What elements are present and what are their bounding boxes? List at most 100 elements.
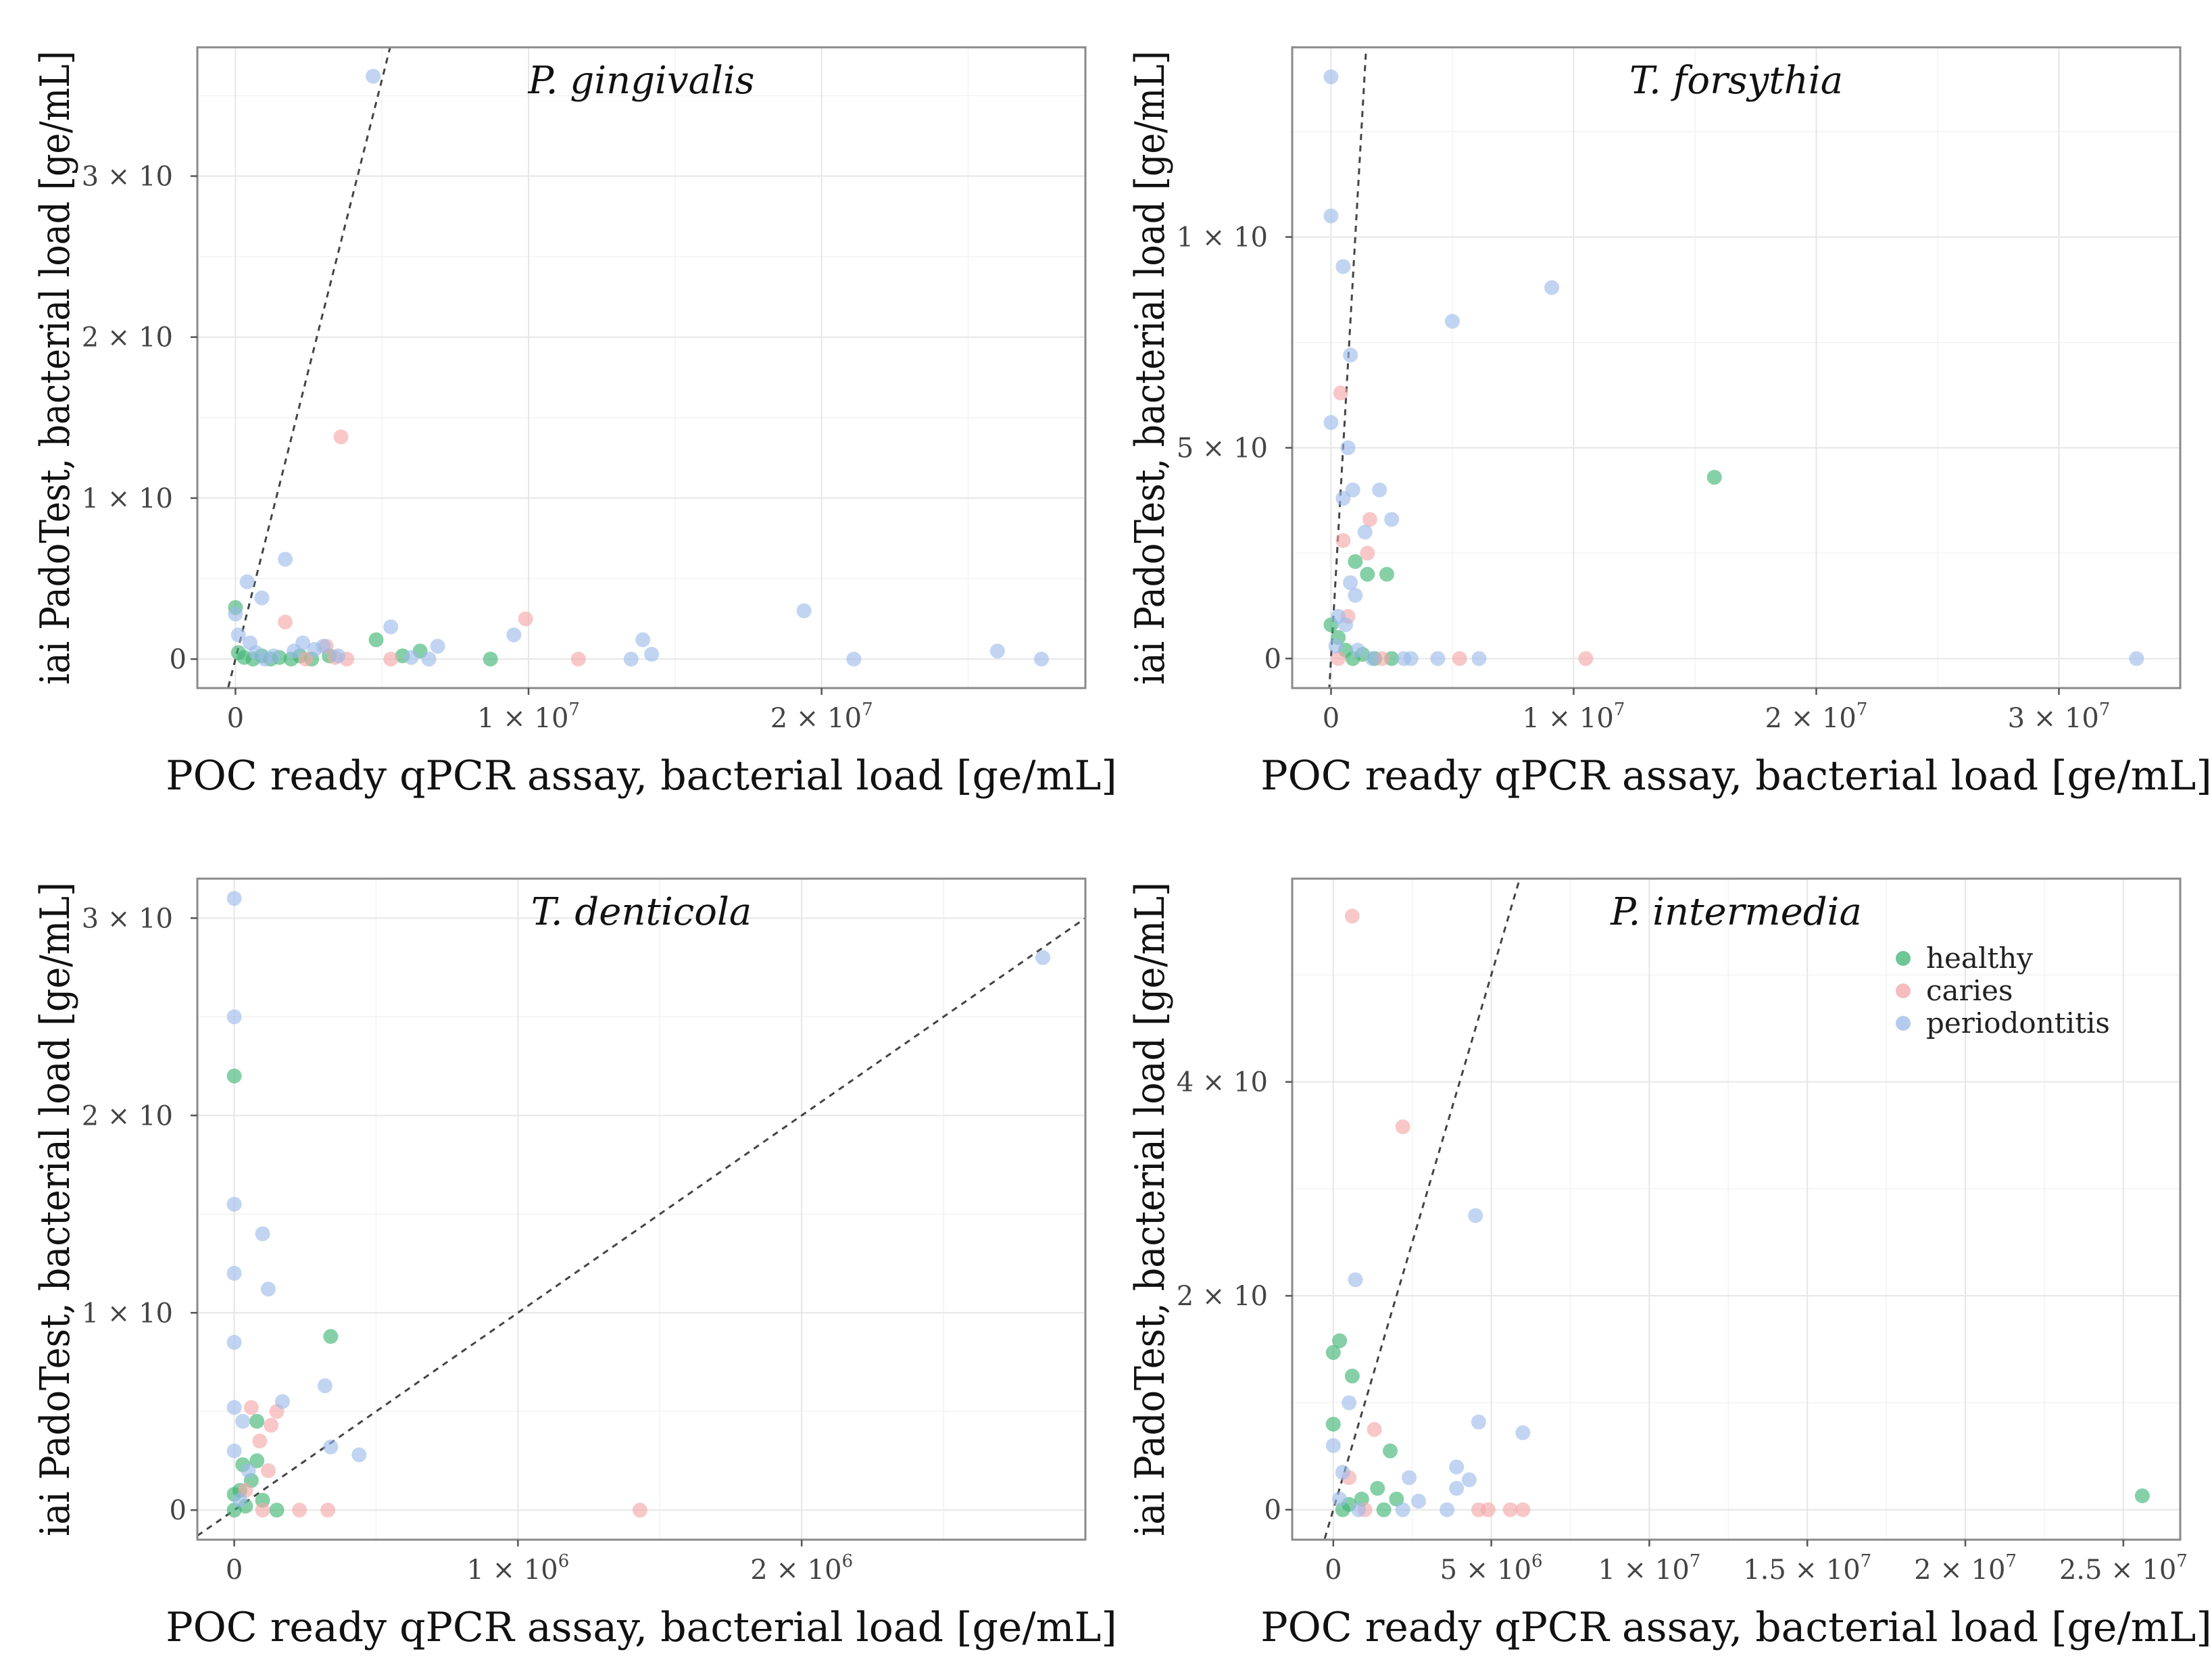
x-tick-label-exponent: 6 xyxy=(558,1551,570,1571)
data-point-healthy xyxy=(1348,554,1363,569)
data-point-periodontitis xyxy=(1384,512,1400,527)
data-point-periodontitis xyxy=(230,627,246,643)
data-point-periodontitis xyxy=(846,652,862,667)
data-point-periodontitis xyxy=(1351,1502,1367,1517)
data-point-periodontitis xyxy=(403,650,419,665)
data-point-periodontitis xyxy=(226,1196,242,1212)
data-point-healthy xyxy=(1325,1345,1341,1361)
data-point-caries xyxy=(1344,908,1360,924)
x-tick-label-exponent: 7 xyxy=(568,700,580,720)
data-point-periodontitis xyxy=(1350,642,1365,658)
data-point-periodontitis xyxy=(1035,950,1051,965)
data-point-periodontitis xyxy=(266,648,281,664)
data-point-periodontitis xyxy=(278,552,293,567)
x-axis-title: POC ready qPCR assay, bacterial load [ge… xyxy=(166,1604,1117,1651)
legend-label-healthy: healthy xyxy=(1926,942,2033,975)
data-point-periodontitis xyxy=(295,635,311,651)
data-point-periodontitis xyxy=(1444,314,1460,329)
legend-marker-healthy xyxy=(1896,951,1911,966)
y-tick-label: 2 × 10 xyxy=(1177,1281,1268,1312)
data-point-periodontitis xyxy=(1544,280,1560,295)
data-point-periodontitis xyxy=(1357,524,1373,540)
y-axis-title: iai PadoTest, bacterial load [ge/mL] xyxy=(32,51,79,685)
data-point-healthy xyxy=(1332,1333,1348,1348)
reference-line xyxy=(226,47,391,688)
data-point-periodontitis xyxy=(1411,1494,1427,1509)
plot-frame xyxy=(196,877,1087,1541)
data-point-caries xyxy=(1578,651,1594,666)
plot-frame xyxy=(1291,877,2182,1541)
y-axis-title: iai PadoTest, bacterial load [ge/mL] xyxy=(32,882,79,1536)
y-tick-label: 5 × 10 xyxy=(1177,433,1268,464)
y-tick-label: 1 × 10 xyxy=(82,483,173,514)
data-point-periodontitis xyxy=(1335,259,1351,274)
data-point-periodontitis xyxy=(1345,482,1360,497)
data-point-healthy xyxy=(1325,1417,1341,1432)
data-point-periodontitis xyxy=(226,1265,242,1281)
data-point-caries xyxy=(1452,651,1467,666)
x-axis-title: POC ready qPCR assay, bacterial load [ge… xyxy=(166,752,1117,800)
x-tick-label: 2 × 107 xyxy=(770,700,873,734)
data-point-periodontitis xyxy=(1365,651,1380,666)
plot-area xyxy=(197,891,1085,1537)
data-point-periodontitis xyxy=(366,68,381,84)
data-point-healthy xyxy=(368,632,384,648)
data-point-caries xyxy=(1360,545,1375,561)
plot-area xyxy=(1323,47,2144,688)
data-point-periodontitis xyxy=(1440,1502,1455,1517)
plot-frame xyxy=(196,46,1087,689)
y-tick-label: 2 × 10 xyxy=(82,322,173,353)
data-point-caries xyxy=(1333,385,1348,401)
data-point-periodontitis xyxy=(226,1400,242,1415)
data-point-periodontitis xyxy=(228,606,243,622)
data-point-caries xyxy=(298,652,314,667)
legend-marker-periodontitis xyxy=(1896,1016,1911,1031)
data-point-caries xyxy=(570,652,586,667)
x-tick-label-exponent: 6 xyxy=(1531,1551,1543,1571)
data-point-periodontitis xyxy=(226,1009,242,1025)
x-tick-label: 0 xyxy=(227,703,244,734)
x-tick-label-exponent: 7 xyxy=(2176,1551,2188,1571)
data-point-caries xyxy=(1362,512,1377,527)
data-point-periodontitis xyxy=(260,1281,276,1297)
data-point-periodontitis xyxy=(226,1443,242,1459)
data-point-caries xyxy=(1331,651,1346,666)
x-tick-label-exponent: 6 xyxy=(842,1551,854,1571)
data-point-caries xyxy=(278,614,293,630)
data-point-caries xyxy=(1480,1502,1496,1517)
data-point-periodontitis xyxy=(1348,587,1363,603)
x-tick-label: 2.5 × 107 xyxy=(2059,1551,2188,1586)
data-point-caries xyxy=(255,1503,270,1518)
x-tick-label-exponent: 7 xyxy=(862,700,873,720)
data-point-periodontitis xyxy=(330,648,346,664)
data-point-periodontitis xyxy=(235,1413,251,1429)
legend-label-periodontitis: periodontitis xyxy=(1926,1006,2110,1040)
data-point-periodontitis xyxy=(1033,652,1049,667)
data-point-healthy xyxy=(1360,566,1375,582)
data-point-periodontitis xyxy=(623,652,639,667)
data-point-periodontitis xyxy=(1328,638,1344,654)
data-point-periodontitis xyxy=(226,891,242,906)
data-point-periodontitis xyxy=(1340,440,1356,456)
panel-title: T. forsythia xyxy=(1629,59,1843,103)
x-tick-label: 1 × 107 xyxy=(1598,1551,1700,1586)
reference-line xyxy=(1328,47,1368,688)
data-point-periodontitis xyxy=(232,1492,247,1508)
data-point-caries xyxy=(243,1400,259,1415)
data-point-periodontitis xyxy=(1403,651,1419,666)
data-point-periodontitis xyxy=(351,1447,367,1463)
y-tick-label: 0 xyxy=(1264,643,1281,675)
x-tick-label-exponent: 7 xyxy=(1690,1551,1701,1571)
x-axis-title: POC ready qPCR assay, bacterial load [ge… xyxy=(1260,1604,2212,1651)
x-tick-label: 1.5 × 107 xyxy=(1743,1551,1871,1586)
data-point-periodontitis xyxy=(383,619,399,635)
data-point-caries xyxy=(1335,533,1351,548)
x-tick-label: 5 × 106 xyxy=(1440,1551,1543,1586)
data-point-periodontitis xyxy=(1325,1438,1341,1453)
data-point-periodontitis xyxy=(323,1439,339,1455)
x-tick-label-exponent: 7 xyxy=(2099,700,2111,720)
data-point-periodontitis xyxy=(421,652,437,667)
